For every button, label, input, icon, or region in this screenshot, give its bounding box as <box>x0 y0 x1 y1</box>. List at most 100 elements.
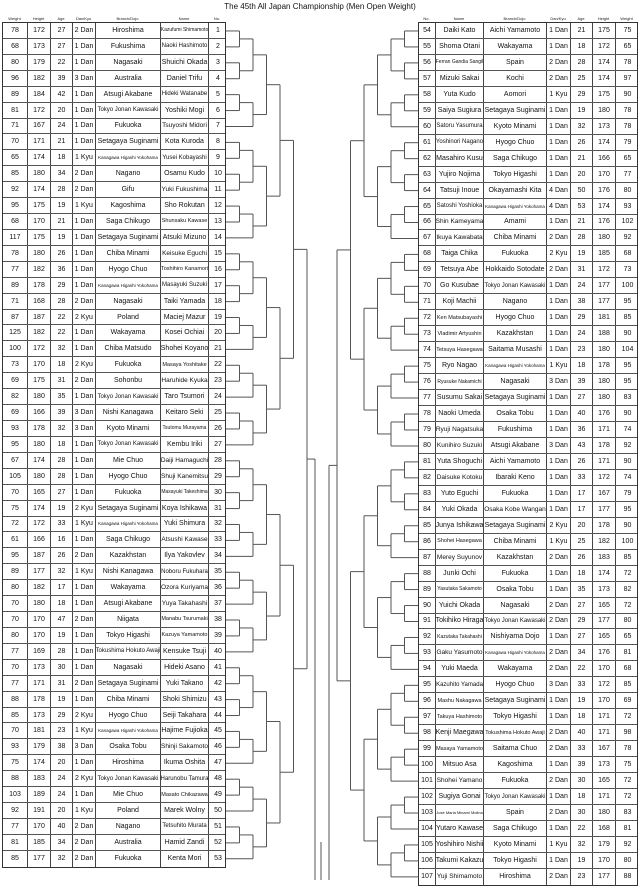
competitor-branch: Tokushima Hokuto Awaji <box>484 725 547 741</box>
competitor-rank: 1 Dan <box>73 134 96 150</box>
competitor-weight: 81 <box>623 649 632 657</box>
competitor-row: 65 Satoshi Yoshioka Kanagawa Higashi Yokoh… <box>419 198 637 215</box>
competitor-rank: 2 Kyu <box>73 357 96 373</box>
competitor-rank: 1 Kyu <box>547 836 571 852</box>
competitor-name: Yuya Takahashi <box>161 596 209 612</box>
competitor-name: Atsuki Mizuno <box>161 229 209 245</box>
competitor-age: 32 <box>51 421 73 436</box>
competitor-age: 19 <box>51 229 73 245</box>
competitor-branch: Tokyo Jonan Kawasaki <box>484 278 547 294</box>
competitor-rank: 1 Dan <box>547 102 571 118</box>
competitor-name: Yujiro Nojima <box>436 166 484 182</box>
competitor-branch: Wakayama <box>484 38 547 54</box>
competitor-weight: 83 <box>623 809 632 816</box>
competitor-rank: 2 Dan <box>547 54 571 70</box>
right-header-age: Age <box>577 16 585 21</box>
competitor-row: 62 Masahiro Kusu Saga Chikugo 1 Dan 21 166 65 <box>419 150 637 167</box>
competitor-height: 185 <box>593 246 616 262</box>
competitor-weight: 95 <box>623 362 632 370</box>
competitor-name: Shunsaku Kawase <box>161 214 209 229</box>
competitor-name: Ken Matsubayashi <box>436 310 484 326</box>
competitor-number: 80 <box>419 437 436 453</box>
competitor-number: 102 <box>419 789 436 805</box>
competitor-number: 45 <box>214 727 222 735</box>
competitor-name: Takuya Hashimoto <box>436 709 484 725</box>
competitor-weight: 85 <box>623 681 632 689</box>
competitor-height: 181 <box>28 723 51 739</box>
competitor-branch: Hiroshima <box>484 868 547 885</box>
competitor-branch: Tokyo Higashi <box>484 852 547 868</box>
competitor-rank: 1 Kyu <box>73 150 96 166</box>
competitor-rank: 2 Kyu <box>547 517 571 533</box>
competitor-name: Atsushi Kawase <box>161 532 209 548</box>
competitor-name: Yoshinori Nagano <box>436 134 484 150</box>
competitor-age: 33 <box>571 677 593 693</box>
competitor-name: Masayuki Takeshima <box>161 484 209 500</box>
competitor-branch: Fukushima <box>484 422 547 437</box>
competitor-height: 175 <box>593 86 616 102</box>
competitor-height: 177 <box>593 278 616 294</box>
competitor-number: 47 <box>214 759 222 767</box>
competitor-rank: 1 Dan <box>547 485 571 501</box>
competitor-row: 105 180 28 1 Dan Hyogo Chuo Shuji Kanemitsu 29 <box>3 468 225 485</box>
competitor-age: 17 <box>571 485 593 501</box>
competitor-weight: 125 <box>3 325 28 341</box>
competitor-row: 77 182 36 1 Dan Hyogo Chuo Toshihiro Kanamori… <box>3 261 225 278</box>
competitor-age: 21 <box>51 134 73 150</box>
competitor-row: 75 Ryo Nagao Kanagawa Higashi Yokohama 1 Ky… <box>419 358 637 375</box>
competitor-age: 24 <box>51 118 73 134</box>
competitor-height: 178 <box>28 421 51 436</box>
competitor-height: 172 <box>28 341 51 357</box>
competitor-row: 60 Satoru Yasumura Kyoto Minami 1 Dan 32 173 7… <box>419 118 637 135</box>
competitor-branch: Osaka Tobu <box>484 406 547 421</box>
competitor-age: 22 <box>51 54 73 70</box>
competitor-height: 178 <box>28 277 51 293</box>
competitor-height: 180 <box>593 102 616 118</box>
competitor-name: Ikuma Oshita <box>161 755 209 771</box>
competitor-number: 27 <box>214 440 222 448</box>
competitor-number: 51 <box>214 822 222 830</box>
competitor-weight: 81 <box>3 102 28 118</box>
competitor-height: 182 <box>28 261 51 277</box>
competitor-number: 60 <box>419 118 436 134</box>
competitor-row: 59 Saiya Sugiura Setagaya Suginami 1 Dan 19 1… <box>419 102 637 119</box>
competitor-height: 172 <box>593 469 616 485</box>
competitor-number: 9 <box>216 154 220 162</box>
competitor-rank: 2 Dan <box>73 850 96 867</box>
competitor-age: 21 <box>51 214 73 229</box>
competitor-weight: 105 <box>3 468 28 484</box>
competitor-row: 78 Naoki Umeda Osaka Tobu 1 Dan 40 176 90 <box>419 406 637 422</box>
competitor-age: 53 <box>571 198 593 214</box>
competitor-number: 79 <box>419 422 436 437</box>
competitor-age: 29 <box>571 613 593 629</box>
competitor-height: 176 <box>593 214 616 230</box>
competitor-weight: 78 <box>3 245 28 261</box>
competitor-age: 21 <box>571 214 593 230</box>
competitor-number: 42 <box>214 679 222 687</box>
competitor-branch: Osaka Tobu <box>484 581 547 597</box>
competitor-height: 177 <box>593 613 616 629</box>
competitor-name: Gaku Yasumoto <box>436 645 484 661</box>
competitor-rank: 1 Dan <box>73 436 96 452</box>
competitor-weight: 85 <box>623 553 632 561</box>
competitor-number: 78 <box>419 406 436 421</box>
competitor-number: 19 <box>214 313 222 321</box>
competitor-weight: 70 <box>3 723 28 739</box>
competitor-weight: 90 <box>623 410 632 417</box>
competitor-name: Go Kusubae <box>436 278 484 294</box>
page-title: The 45th All Japan Championship (Men Ope… <box>224 2 416 11</box>
competitor-row: 80 179 22 1 Dan Nagasaki Shuichi Okada 3 <box>3 54 225 71</box>
competitor-row: 82 Daisuke Kotoku Ibaraki Keno 1 Dan 33 172 74 <box>419 469 637 486</box>
competitor-weight: 90 <box>623 521 632 529</box>
competitor-row: 80 170 19 1 Dan Tokyo Higashi Kazuya Yamamoto… <box>3 627 225 644</box>
competitor-weight: 78 <box>623 58 632 66</box>
competitor-age: 18 <box>571 709 593 725</box>
competitor-branch: Nishiyama Dojo <box>484 629 547 645</box>
competitor-number: 48 <box>214 775 222 783</box>
competitor-rank: 3 Dan <box>547 374 571 390</box>
competitor-age: 19 <box>51 691 73 707</box>
competitor-number: 92 <box>419 629 436 645</box>
right-header-weight: Weight <box>620 16 633 21</box>
right-header-rank: Dan/Kyu <box>550 16 566 21</box>
